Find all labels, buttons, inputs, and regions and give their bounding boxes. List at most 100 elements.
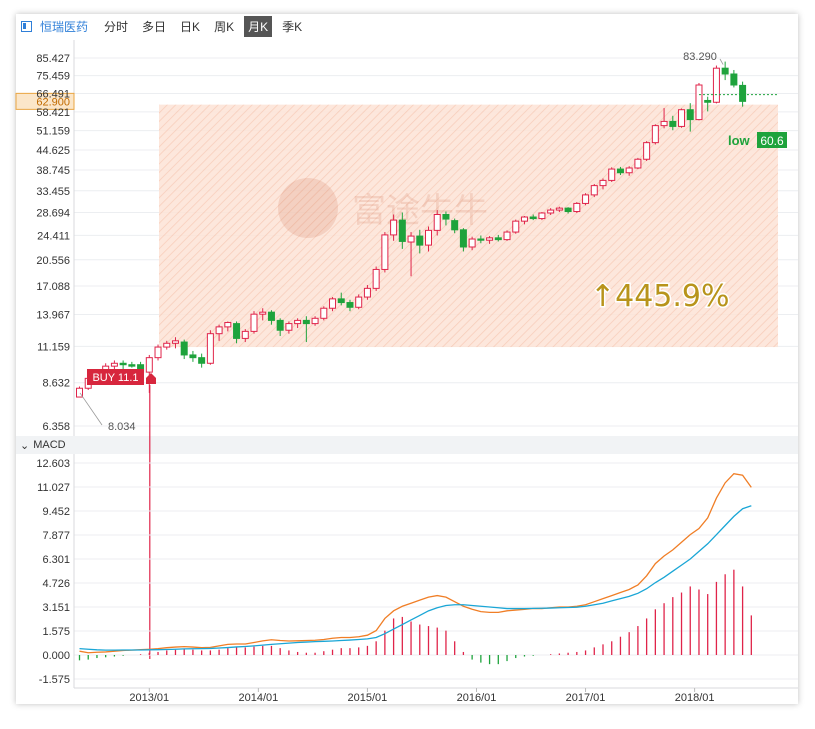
gain-highlight-zone [159, 104, 778, 348]
candle-body [398, 219, 406, 242]
candle[interactable] [564, 207, 572, 214]
candle[interactable] [198, 353, 206, 368]
candle[interactable] [381, 232, 389, 273]
candle[interactable] [329, 297, 337, 312]
candle[interactable] [686, 103, 694, 132]
candle[interactable] [651, 124, 659, 145]
candle[interactable] [547, 208, 555, 215]
candle[interactable] [180, 339, 188, 360]
candle[interactable] [311, 316, 319, 326]
stock-name[interactable]: 恒瑞医药 [40, 19, 89, 34]
candle[interactable] [276, 318, 284, 337]
candle[interactable] [189, 350, 197, 362]
candle-body [189, 354, 197, 359]
candle[interactable] [206, 330, 214, 365]
tab-monthly-k[interactable]: 月K [244, 15, 273, 37]
candle[interactable] [320, 306, 328, 321]
candle[interactable] [634, 157, 642, 170]
candle[interactable] [503, 230, 511, 241]
panel-toggle-icon[interactable] [21, 20, 32, 32]
candle[interactable] [512, 219, 520, 234]
candle[interactable] [468, 236, 476, 251]
candle[interactable] [721, 61, 729, 81]
tab-quarterly-k[interactable]: 季K [282, 19, 303, 34]
x-tick-label: 2014/01 [238, 692, 278, 704]
candle[interactable] [215, 324, 223, 341]
candle[interactable] [250, 311, 258, 334]
candle-body [494, 237, 502, 241]
candle[interactable] [678, 108, 686, 128]
candle[interactable] [425, 226, 432, 252]
candle[interactable] [76, 386, 83, 398]
candle[interactable] [407, 232, 415, 277]
candle[interactable] [128, 361, 136, 368]
candle[interactable] [337, 292, 345, 306]
y-tick-label: 58.421 [36, 107, 70, 119]
candle[interactable] [555, 206, 563, 213]
candle[interactable] [486, 236, 494, 244]
macd-y-tick-label: 12.603 [36, 458, 70, 470]
candle[interactable] [695, 83, 703, 121]
candle[interactable] [233, 321, 241, 344]
candle[interactable] [398, 212, 406, 249]
candle[interactable] [302, 316, 310, 343]
candle-body [686, 109, 694, 121]
candle[interactable] [390, 214, 398, 241]
tab-daily-k[interactable]: 日K [180, 19, 201, 34]
candle[interactable] [241, 329, 249, 343]
candle[interactable] [154, 344, 162, 361]
candle[interactable] [477, 235, 485, 244]
candle[interactable] [259, 308, 267, 321]
candle[interactable] [625, 166, 633, 176]
candle[interactable] [573, 202, 581, 214]
candle[interactable] [355, 294, 363, 310]
candle[interactable] [363, 285, 371, 300]
candle[interactable] [451, 218, 459, 234]
candle[interactable] [582, 193, 590, 206]
candle[interactable] [494, 234, 502, 242]
candle[interactable] [110, 360, 118, 370]
candle[interactable] [590, 183, 598, 198]
candle-body [233, 323, 241, 339]
x-tick-label: 2013/01 [129, 692, 169, 704]
candle[interactable] [442, 211, 450, 226]
candle[interactable] [538, 212, 546, 221]
candle[interactable] [346, 299, 354, 312]
candle[interactable] [712, 65, 720, 104]
candle[interactable] [163, 340, 171, 350]
tab-weekly-k[interactable]: 周K [214, 19, 235, 34]
collapse-chevron-icon[interactable]: ⌄ [20, 439, 30, 452]
candle[interactable] [171, 337, 179, 349]
candle-body [145, 357, 153, 373]
candle[interactable] [599, 178, 607, 190]
candle[interactable] [669, 115, 677, 131]
candle[interactable] [294, 318, 302, 328]
candle[interactable] [730, 69, 738, 88]
candle[interactable] [267, 310, 275, 325]
candle[interactable] [660, 108, 668, 129]
candle[interactable] [643, 141, 651, 161]
tab-intraday[interactable]: 分时 [104, 19, 129, 34]
candle[interactable] [459, 228, 467, 252]
candle[interactable] [520, 216, 528, 225]
candle[interactable] [704, 96, 712, 112]
candle[interactable] [285, 321, 293, 334]
candle[interactable] [416, 229, 424, 254]
high-price-label: 83.290 [683, 51, 717, 63]
buy-tag [87, 369, 144, 385]
candle[interactable] [739, 81, 747, 107]
candle-body [311, 317, 319, 325]
tab-multi-day[interactable]: 多日 [142, 19, 167, 34]
candle[interactable] [616, 166, 624, 176]
candle[interactable] [224, 321, 232, 332]
candle[interactable] [119, 360, 127, 370]
macd-y-tick-label: 11.027 [37, 482, 70, 494]
candle[interactable] [433, 210, 441, 236]
y-tick-label: 44.625 [36, 145, 70, 157]
candle[interactable] [372, 266, 380, 291]
candle[interactable] [608, 167, 616, 182]
macd-header[interactable]: ⌄ MACD [16, 436, 798, 454]
candle-body [119, 362, 127, 366]
candle[interactable] [529, 214, 537, 221]
